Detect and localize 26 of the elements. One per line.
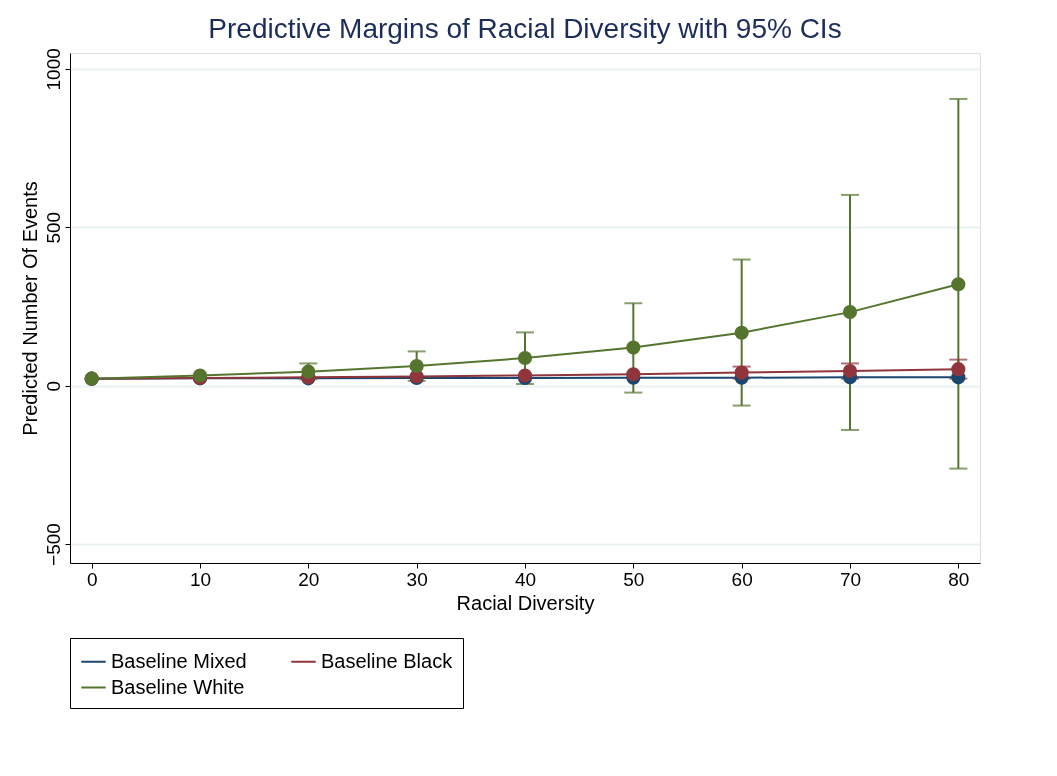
x-tick-label: 20 bbox=[298, 568, 320, 590]
x-tick-label: 50 bbox=[623, 568, 645, 590]
legend-label: Baseline Mixed bbox=[111, 649, 247, 672]
y-tick-label: −500 bbox=[42, 523, 64, 566]
point bbox=[626, 340, 641, 355]
point bbox=[951, 362, 966, 377]
y-tick-label: 0 bbox=[42, 380, 64, 392]
point bbox=[951, 277, 966, 292]
point bbox=[409, 358, 424, 374]
chart-title: Predictive Margins of Racial Diversity with 95% CIs bbox=[208, 12, 842, 44]
point bbox=[842, 305, 858, 320]
x-tick-label: 0 bbox=[86, 568, 98, 590]
legend-label: Baseline White bbox=[111, 675, 245, 698]
y-tick-label: 500 bbox=[42, 211, 64, 244]
x-tick-label: 80 bbox=[948, 568, 970, 590]
x-tick-label: 30 bbox=[406, 568, 428, 590]
y-tick-label: 1000 bbox=[42, 48, 64, 91]
x-tick-label: 70 bbox=[839, 568, 862, 590]
y-axis-title: Predicted Number Of Events bbox=[18, 181, 41, 436]
x-tick-label: 40 bbox=[514, 568, 537, 590]
point bbox=[734, 325, 749, 340]
legend-label: Baseline Black bbox=[321, 649, 454, 672]
point bbox=[517, 350, 533, 366]
x-axis-title: Racial Diversity bbox=[456, 591, 595, 614]
x-tick-label: 60 bbox=[731, 568, 753, 590]
x-tick-label: 10 bbox=[189, 568, 212, 590]
